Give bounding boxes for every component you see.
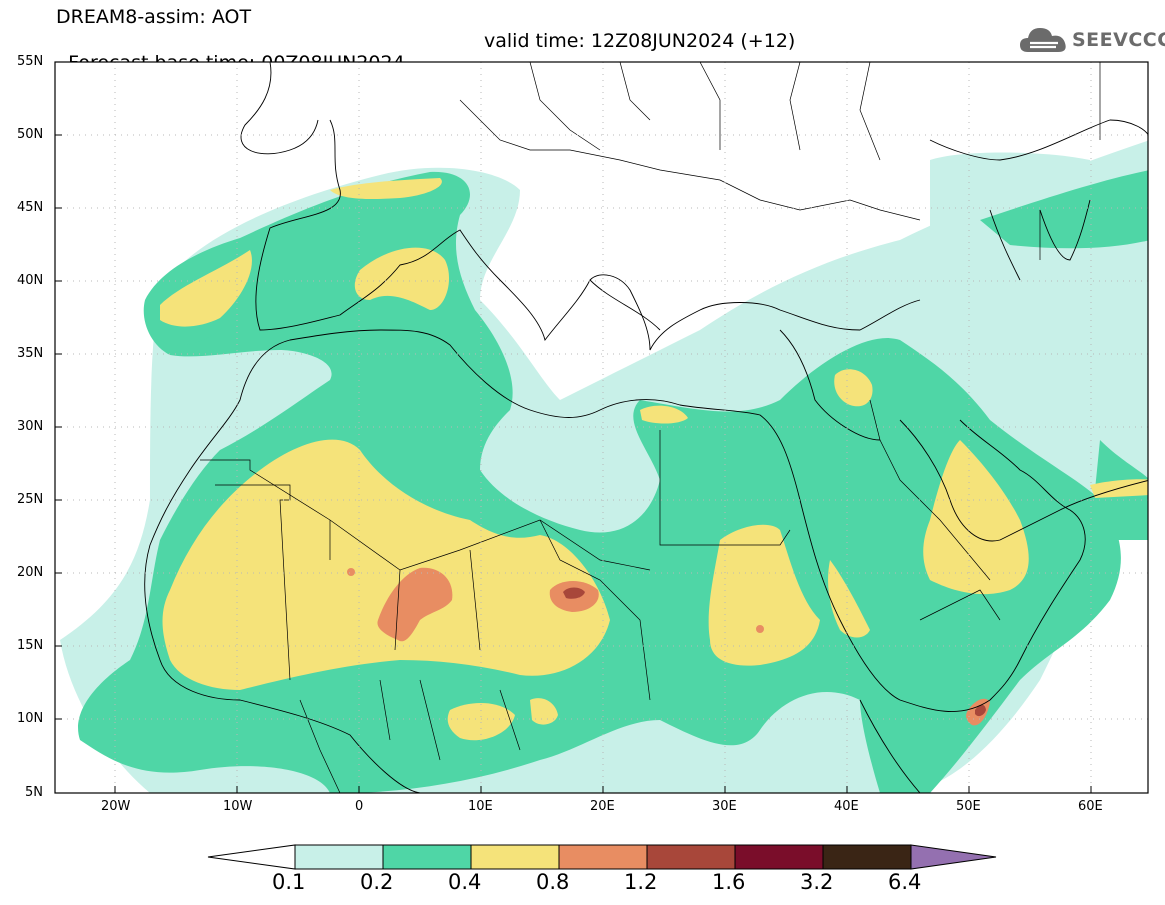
valid-time: valid time: 12Z08JUN2024 (+12) <box>484 30 796 52</box>
lat-label: 50N <box>17 127 44 142</box>
lat-label: 20N <box>17 565 44 580</box>
lat-label: 25N <box>17 492 44 507</box>
lon-label: 20W <box>101 799 131 814</box>
colorbar-label: 0.1 <box>272 870 306 894</box>
map-title: DREAM8-assim: AOT <box>56 6 252 28</box>
colorbar-label: 1.6 <box>712 870 746 894</box>
lat-label: 35N <box>17 346 44 361</box>
cloud-icon <box>1020 28 1066 52</box>
lat-label: 5N <box>25 785 43 800</box>
colorbar-label: 0.2 <box>360 870 394 894</box>
lon-label: 0 <box>355 799 364 814</box>
borders <box>200 62 1101 793</box>
aot-field-1.2 <box>563 587 986 717</box>
seevccc-logo: SEEVCCC <box>1018 22 1165 58</box>
colorbar-label: 1.2 <box>624 870 658 894</box>
coastlines <box>144 62 1148 793</box>
axis-ticks <box>55 61 1092 793</box>
lat-label: 40N <box>17 273 44 288</box>
colorbar-label: 0.8 <box>536 870 570 894</box>
lat-label: 55N <box>17 54 44 69</box>
colorbar-label: 6.4 <box>888 870 922 894</box>
lat-label: 45N <box>17 200 44 215</box>
lon-label: 60E <box>1078 799 1103 814</box>
lon-label: 50E <box>956 799 981 814</box>
gridlines <box>55 62 1148 793</box>
lat-label: 30N <box>17 419 44 434</box>
aot-field-0.4 <box>160 178 1148 741</box>
lat-label: 15N <box>17 638 44 653</box>
colorbar-label: 0.4 <box>448 870 482 894</box>
lon-label: 10W <box>223 799 253 814</box>
lon-label: 40E <box>834 799 859 814</box>
lat-label: 10N <box>17 711 44 726</box>
lon-label: 20E <box>590 799 615 814</box>
lon-label: 10E <box>468 799 493 814</box>
colorbar-label: 3.2 <box>800 870 834 894</box>
logo-text: SEEVCCC <box>1072 29 1165 51</box>
lon-label: 30E <box>712 799 737 814</box>
